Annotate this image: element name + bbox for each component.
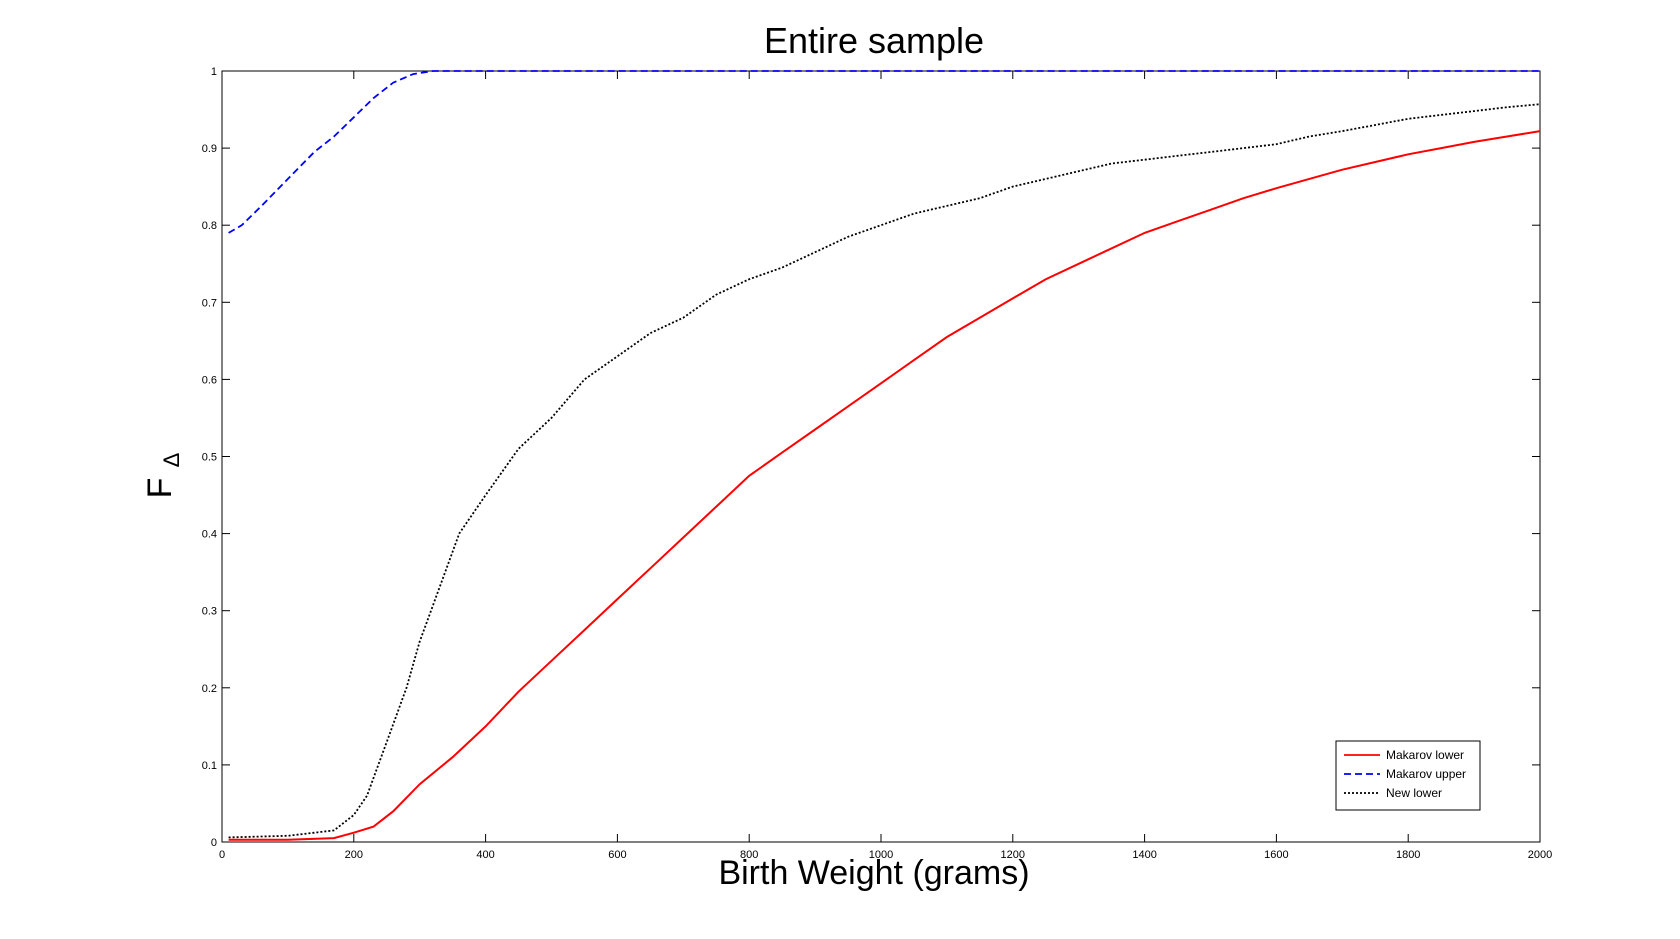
- x-tick-label: 1200: [1001, 849, 1025, 861]
- legend: Makarov lower Makarov upper New lower: [1335, 740, 1481, 811]
- series-line-makarov-upper: [228, 70, 1540, 234]
- legend-box: [1335, 740, 1481, 811]
- x-tick-label: 2000: [1528, 849, 1552, 861]
- legend-label: Makarov lower: [1386, 748, 1464, 762]
- y-tick-label: 0.3: [202, 606, 217, 618]
- legend-label: New lower: [1386, 786, 1442, 800]
- x-axis-label: Birth Weight (grams): [718, 854, 1029, 892]
- y-tick-label: 0.1: [202, 760, 217, 772]
- series-line-new-lower: [228, 103, 1541, 839]
- x-tick-label: 1400: [1132, 849, 1156, 861]
- y-tick-label: 0.9: [202, 143, 217, 155]
- y-axis-label-sub: Δ: [159, 452, 184, 467]
- y-tick-label: 1: [211, 66, 217, 78]
- x-tick-label: 200: [345, 849, 363, 861]
- series-line-makarov-lower: [228, 130, 1541, 841]
- x-tick-label: 1800: [1396, 849, 1420, 861]
- x-tick-label: 400: [476, 849, 494, 861]
- y-tick-label: 0.2: [202, 683, 217, 695]
- y-axis-label-main: F: [141, 478, 179, 499]
- y-tick-label: 0.4: [202, 529, 217, 541]
- y-tick-label: 0: [211, 837, 217, 849]
- y-tick-label: 0.8: [202, 220, 217, 232]
- x-tick-label: 0: [219, 849, 225, 861]
- x-tick-label: 600: [608, 849, 626, 861]
- x-axis: 0 200 400 600 800 1000 1200 1400 1600 1800 2000: [219, 71, 1552, 861]
- y-axis: 0 0.1 0.2 0.3 0.4 0.5 0.6 0.7 0.8 0.9 1: [202, 66, 1540, 849]
- y-tick-label: 0.6: [202, 374, 217, 386]
- y-tick-label: 0.5: [202, 452, 217, 464]
- y-axis-label: F Δ: [141, 452, 184, 498]
- legend-label: Makarov upper: [1386, 767, 1466, 781]
- series-layer: [228, 70, 1541, 841]
- x-tick-label: 1600: [1264, 849, 1288, 861]
- y-tick-label: 0.7: [202, 297, 217, 309]
- x-tick-label: 800: [740, 849, 758, 861]
- plot-border: [221, 70, 1541, 843]
- x-tick-label: 1000: [869, 849, 893, 861]
- chart-title: Entire sample: [764, 20, 984, 61]
- plot-area: [221, 70, 1541, 843]
